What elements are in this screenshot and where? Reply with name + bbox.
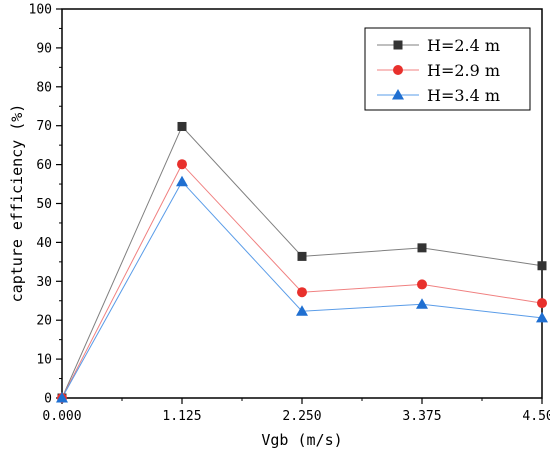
x-tick-label: 2.250 bbox=[282, 409, 321, 424]
x-tick-label: 0.000 bbox=[42, 409, 81, 424]
data-point-square bbox=[297, 251, 307, 261]
legend-box bbox=[364, 27, 531, 111]
x-tick-label: 3.375 bbox=[402, 409, 441, 424]
y-tick-label: 80 bbox=[36, 80, 52, 95]
data-point-square bbox=[417, 243, 427, 253]
y-tick-label: 50 bbox=[36, 197, 52, 212]
data-point-circle bbox=[537, 298, 547, 309]
data-point-circle bbox=[297, 287, 307, 298]
data-point-triangle bbox=[416, 298, 428, 309]
legend-label: H=2.4 m bbox=[427, 36, 500, 55]
data-point-square bbox=[177, 121, 187, 131]
legend-marker-circle bbox=[393, 65, 403, 75]
series-layer bbox=[56, 121, 548, 403]
data-point-circle bbox=[177, 159, 187, 170]
legend-marker-square bbox=[393, 40, 403, 50]
legend-label: H=3.4 m bbox=[427, 86, 500, 105]
axis-ticks: 0 10 20 30 40 50 60 70 80 90 100 0.000 1.125 2.250 3.3… bbox=[29, 3, 550, 425]
y-tick-label: 70 bbox=[36, 119, 52, 134]
data-point-triangle bbox=[536, 311, 548, 323]
legend-marker-triangle bbox=[392, 89, 404, 100]
data-point-triangle bbox=[176, 175, 188, 187]
data-point-triangle bbox=[296, 305, 308, 316]
y-tick-label: 20 bbox=[36, 314, 52, 329]
y-tick-label: 40 bbox=[36, 236, 52, 251]
series-line-circle bbox=[61, 163, 543, 399]
y-tick-label: 30 bbox=[36, 275, 52, 290]
data-point-square bbox=[537, 261, 547, 271]
series-line-square bbox=[61, 125, 543, 399]
data-point-circle bbox=[417, 279, 427, 290]
y-tick-label: 60 bbox=[36, 158, 52, 173]
legend-label: H=2.9 m bbox=[427, 61, 500, 80]
legend: H=2.4 m H=2.9 m H=3.4 m bbox=[364, 27, 531, 111]
y-tick-label: 90 bbox=[36, 41, 52, 56]
x-axis-title: Vgb (m/s) bbox=[261, 431, 342, 449]
y-tick-label: 100 bbox=[29, 3, 52, 18]
y-axis-title: capture efficiency (%) bbox=[8, 104, 26, 303]
x-tick-label: 1.125 bbox=[162, 409, 201, 424]
x-tick-label: 4.500 bbox=[522, 409, 550, 424]
y-tick-label: 10 bbox=[36, 353, 52, 368]
y-tick-label: 0 bbox=[44, 392, 52, 407]
data-point-triangle bbox=[56, 392, 68, 403]
